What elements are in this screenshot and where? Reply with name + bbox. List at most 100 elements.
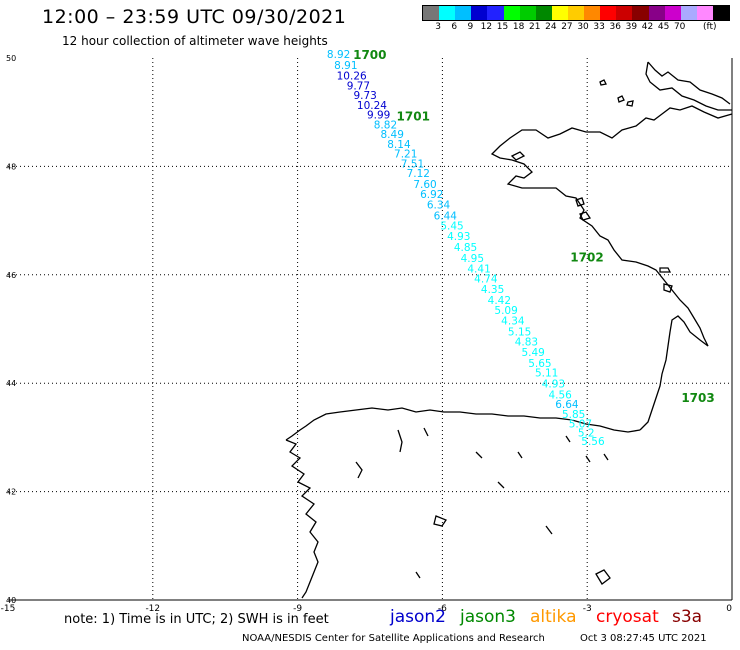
latitude-label: 44 <box>6 379 16 388</box>
coastline <box>285 61 733 599</box>
color-scale <box>422 5 730 21</box>
color-scale-label: 39 <box>625 22 638 32</box>
page-title: 12:00 – 23:59 UTC 09/30/2021 <box>42 6 347 28</box>
pass-labels: 1700 1701 1702 1703 <box>353 48 715 405</box>
color-scale-label: 36 <box>609 22 621 32</box>
color-scale-swatch <box>696 6 713 20</box>
coastline-spain-north <box>285 407 641 441</box>
wave-height-value: 7.60 <box>413 179 436 191</box>
wave-height-value: 9.99 <box>367 110 390 122</box>
pass-time-label: 1703 <box>681 391 714 405</box>
coastline-inland-fragments <box>355 427 611 585</box>
wave-height-value: 4.34 <box>501 316 525 328</box>
color-scale-swatch <box>680 6 697 20</box>
color-scale-label: 9 <box>467 22 474 32</box>
latitude-label: 48 <box>6 162 16 171</box>
color-scale-swatch <box>503 6 520 20</box>
latitude-label: 42 <box>6 488 16 497</box>
satellite-s3a: s3a <box>672 607 703 627</box>
page-subtitle: 12 hour collection of altimeter wave hei… <box>62 34 328 48</box>
latitude-label: 50 <box>6 54 16 63</box>
wave-height-value: 4.93 <box>447 231 470 243</box>
wave-height-value: 5.49 <box>521 347 544 359</box>
wave-height-value: 10.26 <box>337 71 367 83</box>
wave-height-value: 5.85 <box>562 409 585 421</box>
wave-height-value: 5.45 <box>440 220 463 232</box>
color-scale-label: 3 <box>435 22 441 32</box>
wave-height-value: 7.51 <box>401 158 424 170</box>
wave-height-value: 8.92 <box>327 49 350 61</box>
pass-time-label: 1702 <box>570 250 603 264</box>
color-scale-swatch <box>632 6 649 20</box>
wave-height-value: 4.41 <box>467 264 490 276</box>
longitude-label: -9 <box>293 604 302 614</box>
wave-height-value: 7.12 <box>407 168 430 180</box>
pass-time-label: 1700 <box>353 48 386 62</box>
wave-height-value: 4.74 <box>474 273 498 285</box>
wave-height-value: 10.24 <box>357 100 387 112</box>
color-scale-swatch <box>712 6 730 20</box>
latitude-label: 40 <box>6 596 16 605</box>
latitude-label: 46 <box>6 271 16 280</box>
color-scale-label: 30 <box>577 22 589 32</box>
wave-height-value: 6.44 <box>434 211 458 223</box>
color-scale-swatch <box>519 6 536 20</box>
color-scale-swatch <box>423 6 440 20</box>
color-scale-label: 27 <box>561 22 573 32</box>
wave-height-value: 8.14 <box>387 139 411 151</box>
wave-height-value: 5.56 <box>581 436 605 448</box>
pass-time-label: 1701 <box>397 109 430 123</box>
wave-height-value: 4.93 <box>542 379 565 391</box>
wave-height-value: 6.92 <box>420 189 443 201</box>
wave-height-value: 4.85 <box>454 242 477 254</box>
color-scale-swatch <box>551 6 568 20</box>
color-scale-swatch <box>616 6 633 20</box>
generated-timestamp: Oct 3 08:27:45 UTC 2021 <box>580 633 707 644</box>
color-scale-swatch <box>567 6 585 20</box>
wave-height-value: 5.2 <box>578 427 595 439</box>
satellite-jason2: jason2 <box>390 607 446 627</box>
color-scale-swatch <box>439 6 456 20</box>
color-scale-swatch <box>535 6 552 20</box>
color-scale-swatch <box>487 6 504 20</box>
satellite-jason3: jason3 <box>460 607 516 627</box>
wave-height-value: 6.64 <box>555 399 579 411</box>
longitude-label: -3 <box>583 604 592 614</box>
wave-height-value: 4.95 <box>461 253 484 265</box>
satellite-cryosat: cryosat <box>596 607 659 627</box>
wave-height-value: 5.15 <box>508 327 531 339</box>
altimeter-track: 8.928.9110.269.779.7310.249.998.828.498.… <box>327 49 605 448</box>
color-scale-swatch <box>664 6 681 20</box>
credit-text: NOAA/NESDIS Center for Satellite Applica… <box>242 633 545 644</box>
wave-height-value: 9.73 <box>353 90 376 102</box>
color-scale-label: 42 <box>641 22 654 32</box>
coastline-channel-islands <box>599 79 634 107</box>
color-scale-label: 12 <box>480 22 493 32</box>
wave-height-value: 5.09 <box>494 305 517 317</box>
wave-height-value: 7.21 <box>394 149 417 161</box>
color-scale-unit: (ft) <box>703 22 717 32</box>
coastline-brittany-islands <box>510 151 592 221</box>
color-scale-swatch <box>648 6 665 20</box>
color-scale-label: 33 <box>593 22 605 32</box>
wave-height-value: 4.42 <box>488 295 511 307</box>
color-scale-label: 18 <box>512 22 525 32</box>
lat-lon-grid <box>8 58 733 601</box>
wave-height-value: 4.56 <box>548 389 572 401</box>
wave-height-value: 4.35 <box>481 284 504 296</box>
color-scale-labels: 3 6 9 12 15 18 21 24 27 30 33 36 39 42 45 70 (ft) <box>422 22 728 34</box>
axis-labels: 50 48 46 44 42 40-15 -12 -9 -6 -3 0 <box>1 54 733 614</box>
coastline-england <box>645 61 732 111</box>
wave-height-value: 5.65 <box>528 358 551 370</box>
coastline-iberia-west <box>285 439 319 599</box>
satellite-altika: altika <box>530 607 577 627</box>
wave-height-value: 5.11 <box>535 368 558 380</box>
color-scale-swatch <box>455 6 472 20</box>
wave-height-value: 6.34 <box>427 200 451 212</box>
footer-note: note: 1) Time is in UTC; 2) SWH is in fe… <box>64 612 329 627</box>
wave-height-value: 8.91 <box>334 60 357 72</box>
color-scale-label: 15 <box>496 22 509 32</box>
color-scale-label: 45 <box>657 22 670 32</box>
wave-height-value: 8.49 <box>381 129 404 141</box>
